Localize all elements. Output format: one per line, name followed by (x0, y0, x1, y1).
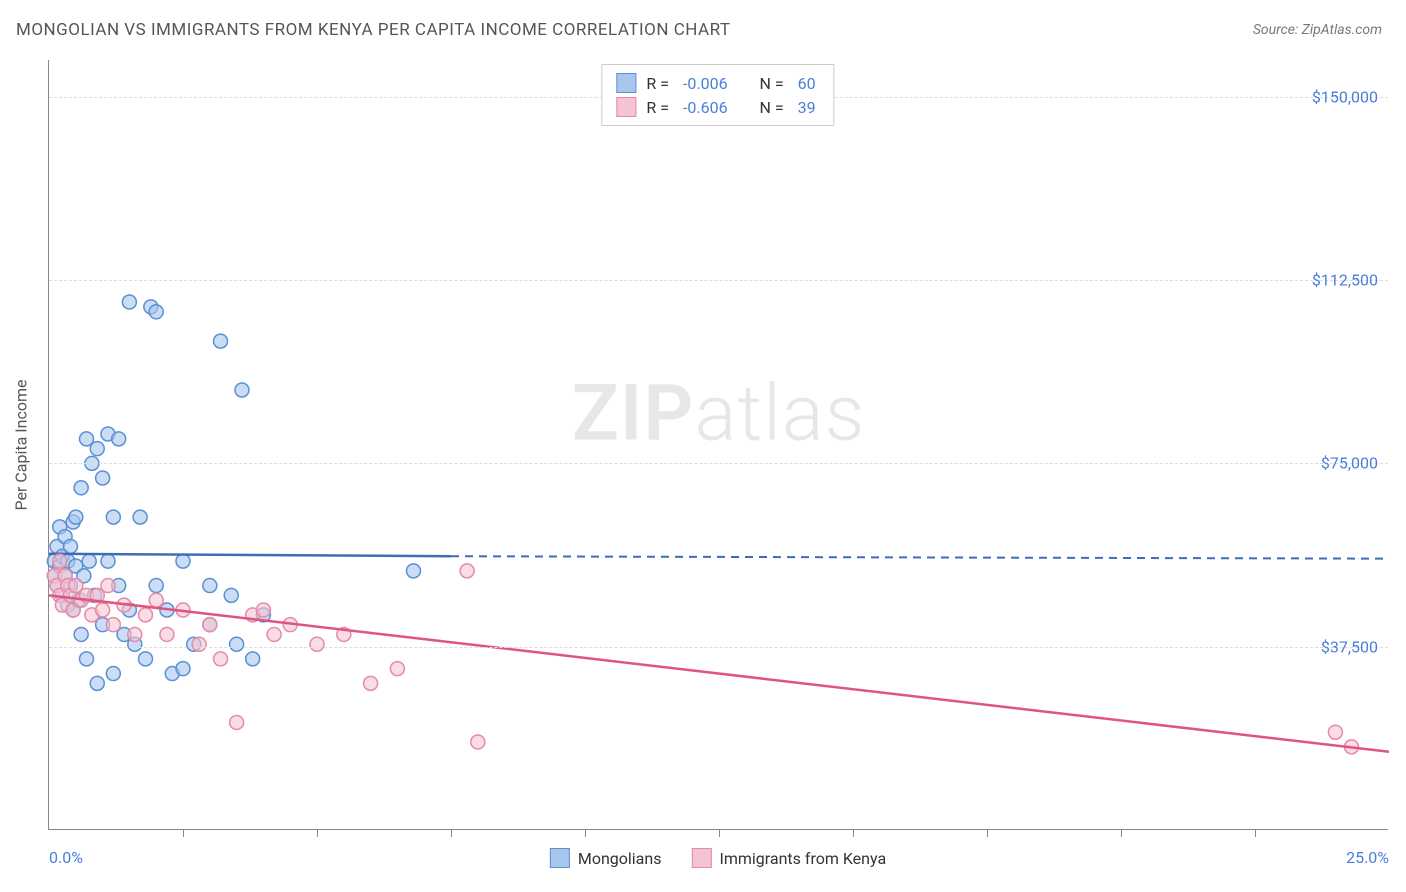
data-point (90, 676, 104, 690)
data-point (122, 295, 136, 309)
x-tick (585, 829, 586, 837)
data-point (256, 603, 270, 617)
plot-box: Per Capita Income ZIPatlas $37,500$75,00… (48, 60, 1388, 830)
legend-series-label: Immigrants from Kenya (719, 849, 886, 868)
data-point (149, 579, 163, 593)
data-point (82, 554, 96, 568)
r-label: R = (646, 98, 669, 117)
data-point (224, 588, 238, 602)
legend-swatch (691, 848, 711, 868)
data-point (80, 652, 94, 666)
data-point (230, 715, 244, 729)
legend-series-item: Immigrants from Kenya (691, 848, 886, 868)
data-point (96, 471, 110, 485)
legend-swatch (550, 848, 570, 868)
chart-container: Per Capita Income ZIPatlas $37,500$75,00… (48, 60, 1388, 830)
y-tick-label: $75,000 (1321, 454, 1378, 473)
data-point (74, 627, 88, 641)
x-tick-label: 0.0% (49, 848, 83, 867)
legend-swatch (616, 97, 636, 117)
data-point (390, 662, 404, 676)
x-tick (451, 829, 452, 837)
data-point (101, 554, 115, 568)
data-point (133, 510, 147, 524)
grid-line (49, 280, 1388, 281)
data-point (63, 539, 77, 553)
legend-stat-row: R = -0.006 N = 60 (616, 71, 819, 95)
data-point (203, 618, 217, 632)
r-value: -0.006 (683, 74, 728, 93)
x-tick (853, 829, 854, 837)
data-point (1328, 725, 1342, 739)
data-point (106, 510, 120, 524)
data-point (96, 603, 110, 617)
legend-stat-row: R = -0.606 N = 39 (616, 95, 819, 119)
data-point (90, 442, 104, 456)
data-point (471, 735, 485, 749)
grid-line (49, 647, 1388, 648)
r-label: R = (646, 74, 669, 93)
data-point (406, 564, 420, 578)
n-label: N = (760, 98, 784, 117)
data-point (128, 627, 142, 641)
x-tick (719, 829, 720, 837)
data-point (176, 662, 190, 676)
data-point (176, 554, 190, 568)
y-tick-label: $37,500 (1321, 637, 1378, 656)
legend-swatch (616, 73, 636, 93)
n-label: N = (760, 74, 784, 93)
chart-title: MONGOLIAN VS IMMIGRANTS FROM KENYA PER C… (16, 20, 731, 40)
grid-line (49, 463, 1388, 464)
y-axis-label: Per Capita Income (12, 379, 31, 510)
legend-series-label: Mongolians (578, 849, 662, 868)
legend-stats: R = -0.006 N = 60 R = -0.606 N = 39 (601, 64, 834, 126)
x-tick (987, 829, 988, 837)
data-point (235, 383, 249, 397)
n-value: 39 (798, 98, 816, 117)
trend-line-dashed (451, 556, 1389, 558)
data-point (214, 334, 228, 348)
data-point (106, 667, 120, 681)
data-point (112, 432, 126, 446)
data-point (149, 593, 163, 607)
data-point (230, 637, 244, 651)
data-point (246, 652, 260, 666)
y-tick-label: $112,500 (1312, 271, 1378, 290)
data-point (192, 637, 206, 651)
legend-series: Mongolians Immigrants from Kenya (550, 848, 886, 868)
x-tick (1255, 829, 1256, 837)
data-point (74, 481, 88, 495)
r-value: -0.606 (683, 98, 728, 117)
data-point (138, 652, 152, 666)
n-value: 60 (798, 74, 816, 93)
source-attribution: Source: ZipAtlas.com (1253, 22, 1382, 38)
x-tick-label: 25.0% (1346, 848, 1389, 867)
data-point (310, 637, 324, 651)
data-point (267, 627, 281, 641)
data-point (214, 652, 228, 666)
trend-line (49, 595, 1389, 751)
x-tick (317, 829, 318, 837)
x-tick (183, 829, 184, 837)
x-tick (1121, 829, 1122, 837)
data-point (160, 627, 174, 641)
data-point (106, 618, 120, 632)
data-point (149, 305, 163, 319)
y-tick-label: $150,000 (1312, 87, 1378, 106)
data-point (203, 579, 217, 593)
scatter-plot-svg (49, 60, 1388, 829)
data-point (460, 564, 474, 578)
legend-series-item: Mongolians (550, 848, 662, 868)
data-point (101, 579, 115, 593)
data-point (69, 510, 83, 524)
data-point (138, 608, 152, 622)
data-point (364, 676, 378, 690)
data-point (53, 554, 67, 568)
